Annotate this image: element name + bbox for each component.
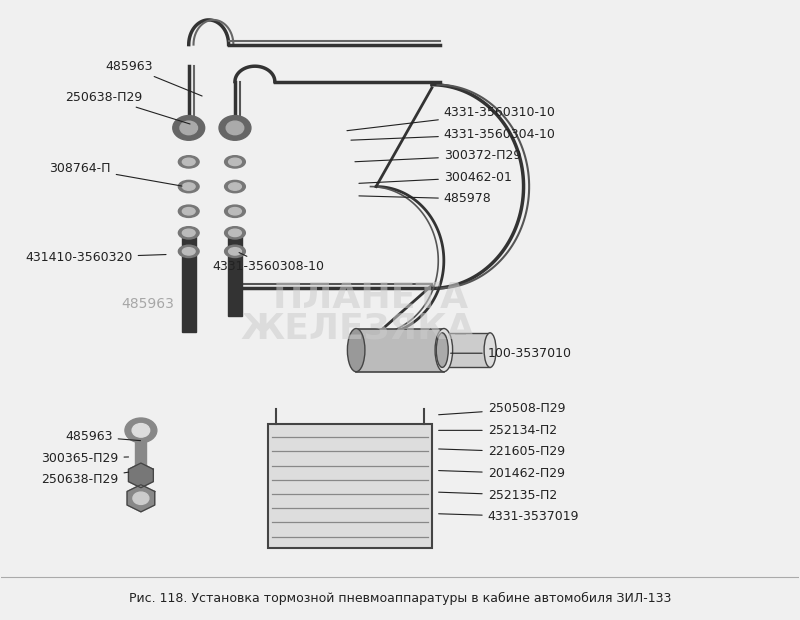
- Ellipse shape: [225, 180, 246, 193]
- Bar: [135, 433, 146, 467]
- Bar: [269, 424, 432, 547]
- Ellipse shape: [178, 156, 199, 168]
- Circle shape: [173, 115, 205, 140]
- Text: 221605-П29: 221605-П29: [438, 445, 565, 458]
- Ellipse shape: [436, 333, 448, 368]
- Ellipse shape: [178, 180, 199, 193]
- Circle shape: [125, 418, 157, 443]
- Ellipse shape: [225, 205, 246, 218]
- Ellipse shape: [178, 205, 199, 218]
- Text: ПЛАНЕТА: ПЛАНЕТА: [273, 281, 469, 315]
- Ellipse shape: [182, 208, 195, 215]
- Ellipse shape: [229, 229, 242, 237]
- Ellipse shape: [182, 229, 195, 237]
- Text: 201462-П29: 201462-П29: [438, 467, 565, 480]
- Ellipse shape: [225, 245, 246, 257]
- Circle shape: [132, 423, 150, 437]
- Text: 485963: 485963: [105, 60, 202, 96]
- Text: Рис. 118. Установка тормозной пневмоаппаратуры в кабине автомобиля ЗИЛ-133: Рис. 118. Установка тормозной пневмоаппа…: [129, 591, 671, 604]
- Bar: [182, 236, 196, 332]
- Text: 250638-П29: 250638-П29: [42, 472, 129, 486]
- Bar: [228, 236, 242, 316]
- Text: 252135-П2: 252135-П2: [438, 489, 557, 502]
- Polygon shape: [127, 485, 154, 512]
- Ellipse shape: [182, 183, 195, 190]
- Text: ЖЕЛЕЗЯКА: ЖЕЛЕЗЯКА: [241, 311, 475, 345]
- Ellipse shape: [225, 227, 246, 239]
- Ellipse shape: [229, 247, 242, 255]
- Text: 300462-01: 300462-01: [359, 170, 512, 184]
- Ellipse shape: [229, 158, 242, 166]
- Ellipse shape: [229, 183, 242, 190]
- Bar: [442, 333, 490, 368]
- Text: 250508-П29: 250508-П29: [438, 402, 565, 415]
- Ellipse shape: [182, 247, 195, 255]
- Circle shape: [226, 121, 244, 135]
- Ellipse shape: [484, 333, 496, 368]
- Bar: [356, 329, 444, 372]
- Text: 300372-П29: 300372-П29: [355, 149, 521, 162]
- Text: 485963: 485963: [121, 297, 174, 311]
- Polygon shape: [129, 463, 154, 488]
- Text: 485978: 485978: [359, 192, 491, 205]
- Ellipse shape: [347, 329, 365, 372]
- Ellipse shape: [229, 208, 242, 215]
- Circle shape: [133, 492, 149, 505]
- Ellipse shape: [178, 227, 199, 239]
- Text: 4331-3560308-10: 4331-3560308-10: [213, 252, 325, 273]
- Text: 4331-3537019: 4331-3537019: [438, 510, 579, 523]
- Text: 250638-П29: 250638-П29: [65, 91, 190, 124]
- Text: 4331-3560304-10: 4331-3560304-10: [351, 128, 556, 141]
- Ellipse shape: [182, 158, 195, 166]
- Ellipse shape: [435, 329, 453, 372]
- Circle shape: [219, 115, 251, 140]
- Ellipse shape: [178, 245, 199, 257]
- Text: 485963: 485963: [65, 430, 141, 443]
- Text: 300365-П29: 300365-П29: [42, 451, 129, 464]
- Ellipse shape: [225, 156, 246, 168]
- Text: 4331-3560310-10: 4331-3560310-10: [347, 106, 556, 131]
- Text: 308764-П: 308764-П: [50, 162, 182, 186]
- Text: 100-3537010: 100-3537010: [450, 347, 572, 360]
- Text: 252134-П2: 252134-П2: [438, 424, 557, 437]
- Text: 431410-3560320: 431410-3560320: [26, 251, 166, 264]
- Circle shape: [180, 121, 198, 135]
